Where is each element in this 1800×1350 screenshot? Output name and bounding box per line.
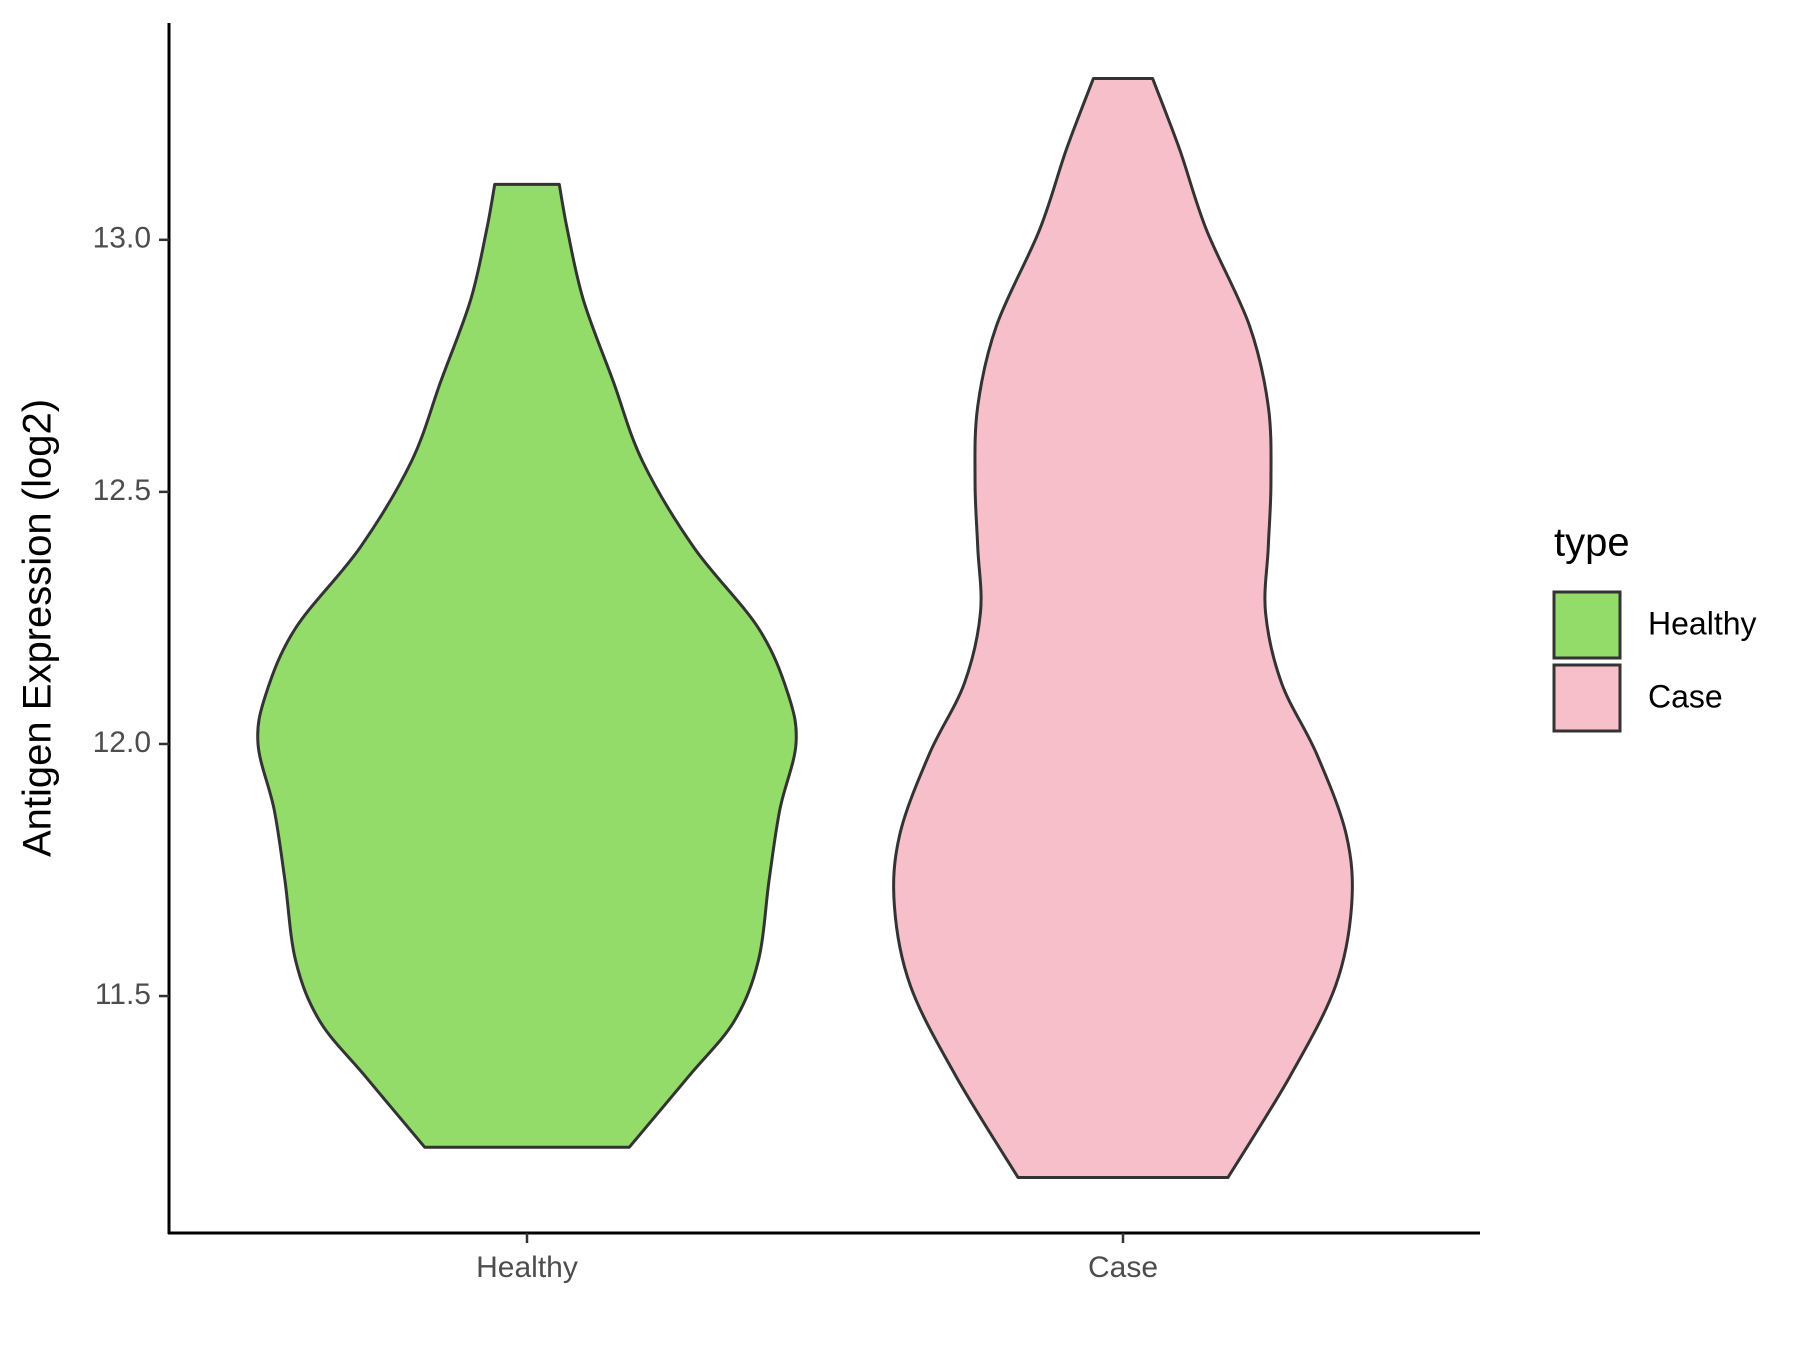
y-tick-label: 12.5 — [93, 474, 151, 507]
legend-title: type — [1554, 521, 1630, 565]
violin — [892, 76, 1354, 1180]
legend-key — [1552, 590, 1622, 660]
x-tick-label: Healthy — [476, 1251, 578, 1284]
x-tick-label: Case — [1088, 1251, 1158, 1284]
legend-label: Case — [1648, 678, 1723, 714]
legend-label: Healthy — [1648, 605, 1757, 641]
y-axis-title: Antigen Expression (log2) — [16, 399, 60, 857]
y-tick-label: 11.5 — [95, 978, 151, 1011]
y-tick-label: 13.0 — [93, 222, 151, 255]
violin — [256, 182, 798, 1149]
legend-key — [1552, 663, 1622, 733]
y-tick-label: 12.0 — [93, 726, 151, 759]
